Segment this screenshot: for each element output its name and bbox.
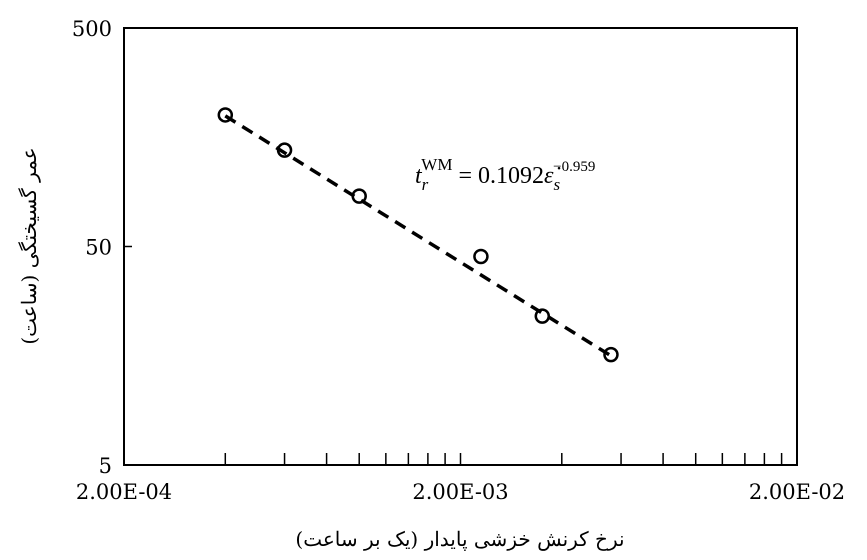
x-tick-label: 2.00E-04 [76, 480, 172, 504]
eq-sub: r [422, 175, 429, 194]
eq-sub2: s [553, 175, 560, 194]
x-tick-label: 2.00E-03 [412, 480, 508, 504]
y-axis-title: عمر گسیختگی (ساعت) [17, 147, 41, 344]
y-tick-label: 500 [72, 17, 112, 41]
data-point [473, 248, 489, 265]
plot-frame [123, 27, 798, 466]
x-axis-title: نرخ کرنش خزشی پایدار (یک بر ساعت) [295, 527, 624, 551]
y-tick-label: 5 [99, 454, 112, 478]
fit-equation: trWM = 0.1092ε̇s−0.959 [415, 155, 595, 194]
x-tick-label: 2.00E-02 [749, 480, 845, 504]
data-point [603, 346, 619, 363]
fit-line [224, 114, 612, 358]
eq-sup2: −0.959 [553, 159, 595, 175]
y-tick-label: 50 [85, 236, 112, 260]
eq-sup: WM [421, 155, 452, 174]
eq-rhs: = 0.1092 [452, 163, 544, 189]
eq-base: t [415, 163, 423, 189]
